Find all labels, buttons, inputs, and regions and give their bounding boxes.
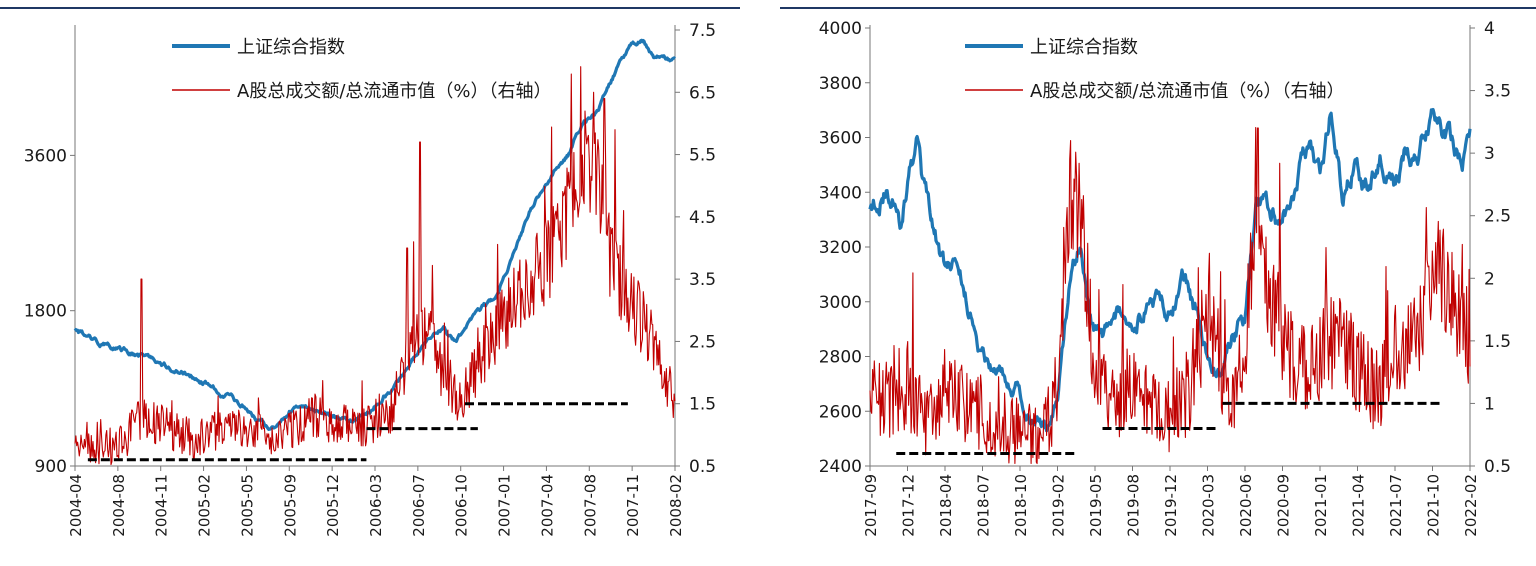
legend-label-turnover: A股总成交额/总流通市值（%）（右轴） [237, 81, 551, 102]
index-series-line [868, 108, 1472, 433]
x-tick-label: 2017-09 [862, 474, 880, 537]
legend-label-index: 上证综合指数 [237, 37, 345, 58]
y-right-tick-label: 2.5 [689, 332, 716, 352]
y-left-tick-label: 1800 [24, 302, 67, 322]
y-left-tick-label: 3600 [819, 129, 862, 149]
x-tick-label: 2005-02 [196, 474, 214, 537]
x-tick-label: 2021-07 [1387, 474, 1405, 537]
y-right-tick-label: 7.5 [689, 21, 716, 41]
legend-label-index: 上证综合指数 [1030, 37, 1138, 58]
x-tick-label: 2019-05 [1087, 474, 1105, 537]
right-chart: 2400 2600 2800 3000 3200 3400 3600 3800 4000 0.5 1… [819, 19, 1511, 537]
x-tick-label: 2007-11 [624, 474, 642, 537]
x-tick-label: 2019-08 [1125, 474, 1143, 537]
x-tick-label: 2008-02 [667, 474, 685, 537]
y-left-tick-label: 2800 [819, 348, 862, 368]
legend-label-turnover: A股总成交额/总流通市值（%）（右轴） [1030, 81, 1344, 102]
left-chart-legend: 上证综合指数 A股总成交额/总流通市值（%）（右轴） [172, 37, 551, 102]
y-left-tick-label: 2600 [819, 402, 862, 422]
y-right-tick-label: 5.5 [689, 146, 716, 166]
x-tick-label: 2005-05 [238, 474, 256, 537]
x-tick-label: 2021-04 [1350, 474, 1368, 537]
x-tick-label: 2018-07 [975, 474, 993, 537]
x-tick-label: 2006-10 [453, 474, 471, 537]
y-left-tick-label: 3600 [24, 146, 67, 166]
x-tick-label: 2018-04 [937, 474, 955, 537]
x-tick-label: 2005-12 [324, 474, 342, 537]
x-tick-label: 2022-02 [1462, 474, 1480, 537]
x-tick-label: 2019-02 [1050, 474, 1068, 537]
y-left-tick-label: 3200 [819, 238, 862, 258]
y-right-tick-label: 4.5 [689, 208, 716, 228]
x-tick-label: 2006-07 [410, 474, 428, 537]
y-right-tick-label: 2 [1484, 269, 1495, 289]
turnover-series-line [869, 126, 1471, 465]
y-right-tick-label: 1 [1484, 394, 1495, 414]
y-right-tick-label: 1.5 [689, 395, 716, 415]
index-series-line [73, 38, 676, 431]
x-tick-label: 2005-09 [281, 474, 299, 537]
y-right-tick-label: 3.5 [1484, 82, 1511, 102]
x-tick-label: 2004-11 [153, 474, 171, 537]
x-tick-label: 2021-10 [1425, 474, 1443, 537]
y-left-tick-label: 3800 [819, 74, 862, 94]
x-tick-label: 2004-04 [67, 474, 85, 537]
y-left-tick-label: 2400 [819, 457, 862, 477]
y-right-tick-label: 0.5 [689, 457, 716, 477]
x-tick-label: 2019-12 [1162, 474, 1180, 537]
y-left-tick-label: 900 [35, 457, 67, 477]
left-chart: 900 1800 3600 0.5 1.5 2.5 3.5 4.5 5.5 6.5 7.5 2004-… [24, 21, 716, 537]
y-right-tick-label: 6.5 [689, 83, 716, 103]
x-tick-label: 2004-08 [110, 474, 128, 537]
y-right-tick-label: 0.5 [1484, 457, 1511, 477]
x-tick-label: 2017-12 [900, 474, 918, 537]
y-right-tick-label: 3 [1484, 144, 1495, 164]
y-left-tick-label: 3400 [819, 183, 862, 203]
y-right-tick-label: 4 [1484, 19, 1495, 39]
x-tick-label: 2006-03 [367, 474, 385, 537]
x-tick-label: 2020-03 [1200, 474, 1218, 537]
x-tick-label: 2021-01 [1312, 474, 1330, 537]
x-tick-label: 2020-09 [1275, 474, 1293, 537]
y-right-tick-label: 3.5 [689, 270, 716, 290]
x-tick-label: 2007-08 [581, 474, 599, 537]
y-right-tick-label: 2.5 [1484, 207, 1511, 227]
x-tick-label: 2007-04 [538, 474, 556, 537]
y-right-tick-label: 1.5 [1484, 332, 1511, 352]
right-chart-legend: 上证综合指数 A股总成交额/总流通市值（%）（右轴） [965, 37, 1344, 102]
y-left-tick-label: 3000 [819, 293, 862, 313]
y-left-tick-label: 4000 [819, 19, 862, 39]
x-tick-label: 2007-01 [496, 474, 514, 537]
x-tick-label: 2018-10 [1012, 474, 1030, 537]
x-tick-label: 2020-06 [1237, 474, 1255, 537]
